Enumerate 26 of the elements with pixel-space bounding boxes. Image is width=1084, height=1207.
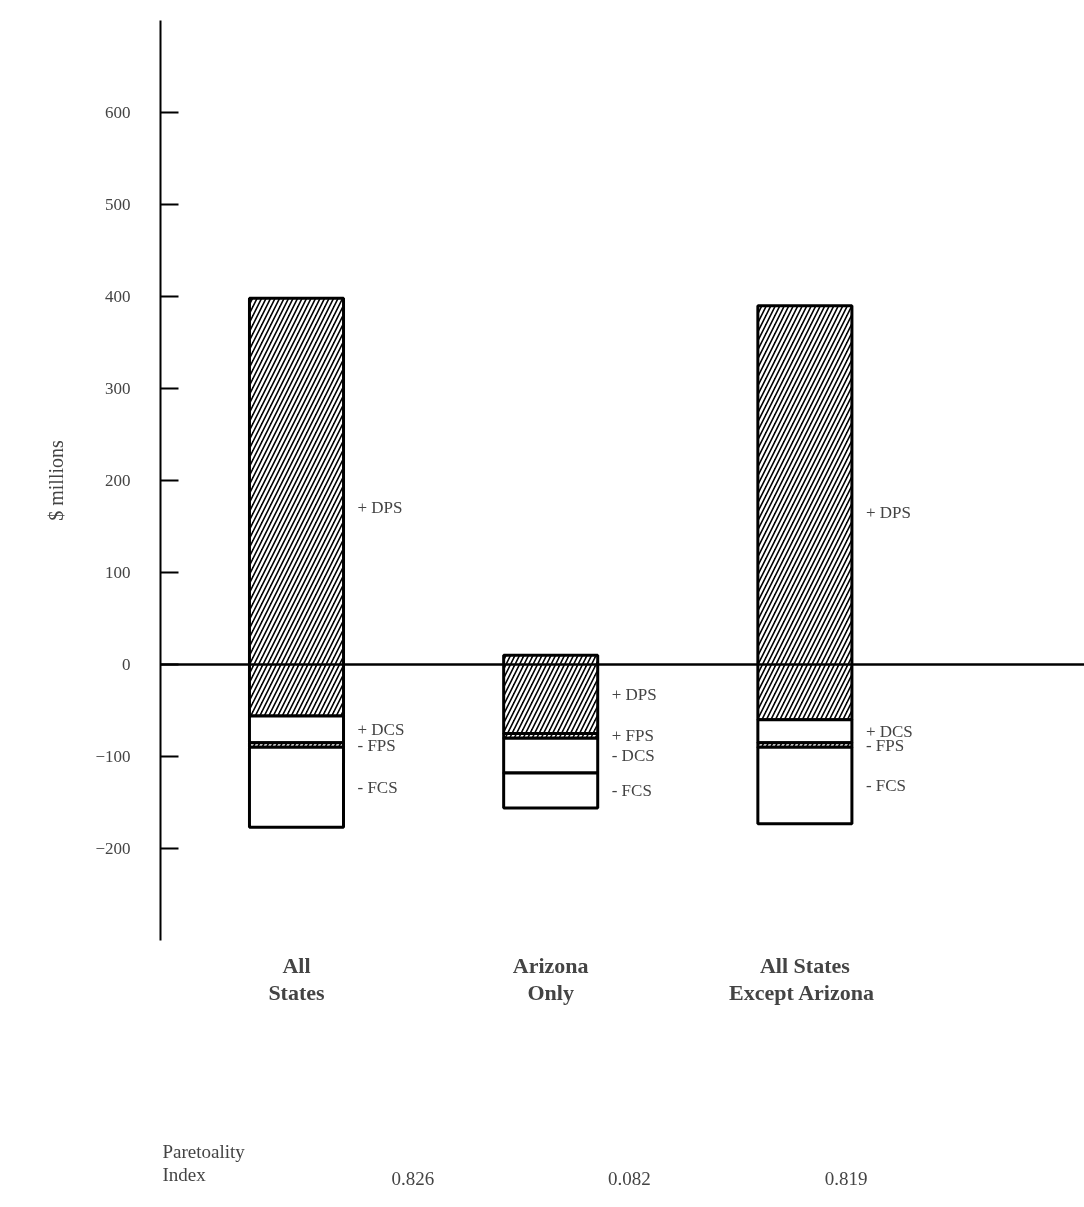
text: 0.082 — [608, 1168, 651, 1190]
y-tick-label: 500 — [105, 195, 131, 214]
y-tick-label: 400 — [105, 287, 131, 306]
y-tick-label: 300 — [105, 379, 131, 398]
x-tick-label: All States — [268, 952, 326, 1005]
y-tick-label: 600 — [105, 103, 131, 122]
annotation: + DPS — [611, 684, 657, 704]
annotation: + DPS — [357, 497, 403, 517]
y-tick-label: 100 — [105, 563, 131, 582]
annotation: + DPS — [865, 503, 911, 523]
y-tick-label: 200 — [105, 471, 131, 490]
y-tick-label: −100 — [95, 747, 131, 766]
annotation: - FCS — [357, 777, 398, 797]
text: Paretoality Index — [162, 1141, 246, 1186]
annotation: - FCS — [611, 781, 652, 801]
y-axis-title: $ millions — [45, 440, 68, 521]
annotation: - FCS — [865, 775, 907, 795]
text: 0.819 — [824, 1168, 868, 1190]
annotation: + DCS — [865, 721, 913, 741]
x-tick-label: All States Except Arizona — [729, 952, 874, 1005]
y-tick-label: 0 — [122, 655, 131, 674]
y-tick-label: −200 — [95, 839, 131, 858]
annotation: - DCS — [611, 746, 655, 766]
x-tick-label: Arizona Only — [512, 952, 589, 1005]
annotation: + FPS — [611, 726, 654, 746]
text: 0.826 — [391, 1168, 435, 1190]
